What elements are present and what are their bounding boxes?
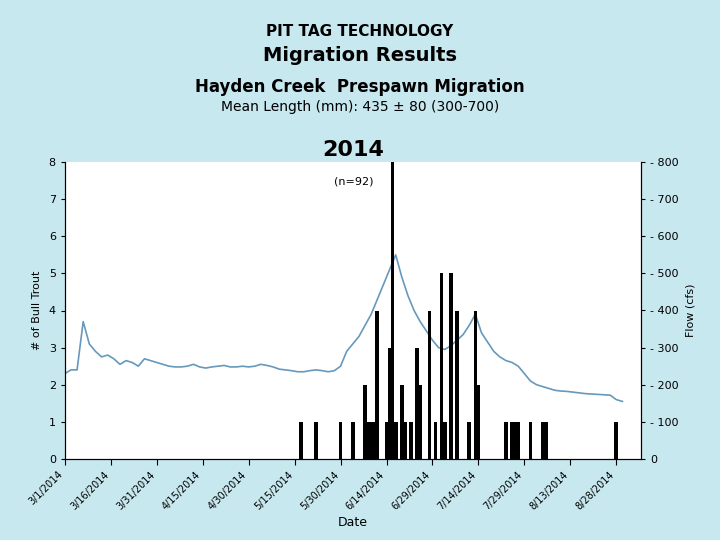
Text: PIT TAG TECHNOLOGY: PIT TAG TECHNOLOGY	[266, 24, 454, 39]
Text: (n=92): (n=92)	[334, 177, 374, 187]
Bar	[418, 384, 422, 459]
Text: Migration Results: Migration Results	[263, 46, 457, 65]
Bar	[433, 422, 437, 459]
Bar	[363, 384, 367, 459]
Bar	[544, 422, 548, 459]
Bar	[403, 422, 407, 459]
Bar	[409, 422, 413, 459]
Bar	[394, 422, 397, 459]
Bar	[366, 422, 370, 459]
Bar	[516, 422, 520, 459]
Bar	[443, 422, 446, 459]
Bar	[455, 310, 459, 459]
Bar	[513, 422, 517, 459]
Bar	[449, 273, 453, 459]
X-axis label: Date: Date	[338, 516, 368, 529]
Text: Hayden Creek  Prespawn Migration: Hayden Creek Prespawn Migration	[195, 78, 525, 96]
Bar	[388, 348, 392, 459]
Bar	[477, 384, 480, 459]
Bar	[428, 310, 431, 459]
Y-axis label: # of Bull Trout: # of Bull Trout	[32, 271, 42, 350]
Bar	[299, 422, 302, 459]
Text: Mean Length (mm): 435 ± 80 (300-700): Mean Length (mm): 435 ± 80 (300-700)	[221, 100, 499, 114]
Title: 2014: 2014	[322, 140, 384, 160]
Bar	[541, 422, 544, 459]
Y-axis label: Flow (cfs): Flow (cfs)	[685, 284, 696, 338]
Bar	[528, 422, 532, 459]
Bar	[614, 422, 618, 459]
Bar	[375, 310, 379, 459]
Bar	[400, 384, 404, 459]
Bar	[440, 273, 444, 459]
Bar	[369, 422, 373, 459]
Bar	[372, 422, 376, 459]
Bar	[467, 422, 471, 459]
Bar	[338, 422, 343, 459]
Bar	[391, 162, 395, 459]
Bar	[314, 422, 318, 459]
Bar	[351, 422, 355, 459]
Bar	[384, 422, 388, 459]
Bar	[510, 422, 514, 459]
Bar	[474, 310, 477, 459]
Bar	[415, 348, 419, 459]
Bar	[504, 422, 508, 459]
